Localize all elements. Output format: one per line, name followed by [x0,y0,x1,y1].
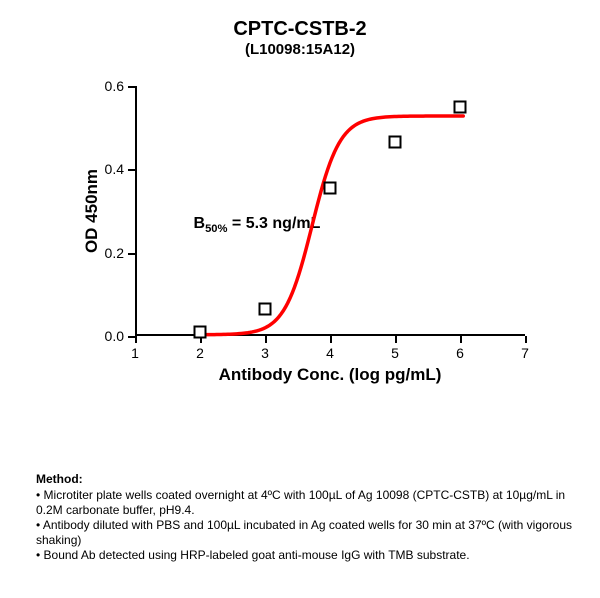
y-axis-label: OD 450nm [82,169,102,253]
x-tick [135,336,137,343]
data-point [194,325,207,338]
plot-area [135,86,525,336]
x-tick-label: 5 [391,345,399,361]
y-tick [128,86,135,88]
data-point [389,136,402,149]
x-tick [460,336,462,343]
chart-title: CPTC-CSTB-2 [0,18,600,41]
method-heading: Method: [36,472,576,486]
x-tick-label: 2 [196,345,204,361]
x-tick [395,336,397,343]
x-tick-label: 4 [326,345,334,361]
b50-annotation: B50% = 5.3 ng/mL [194,215,321,235]
data-point [324,182,337,195]
y-tick-label: 0.0 [105,328,124,344]
x-tick-label: 3 [261,345,269,361]
y-tick-label: 0.6 [105,78,124,94]
x-tick [525,336,527,343]
method-line: • Antibody diluted with PBS and 100µL in… [36,518,576,548]
data-point [454,100,467,113]
x-axis-label: Antibody Conc. (log pg/mL) [135,365,525,385]
annotation-prefix: B [194,215,206,232]
y-tick [128,336,135,338]
method-block: Method: • Microtiter plate wells coated … [36,472,576,563]
data-point [259,302,272,315]
method-line: • Microtiter plate wells coated overnigh… [36,488,576,518]
x-tick-label: 1 [131,345,139,361]
x-tick [265,336,267,343]
y-tick [128,253,135,255]
chart-area: OD 450nm Antibody Conc. (log pg/mL) B50%… [40,68,560,398]
y-tick-label: 0.2 [105,245,124,261]
annotation-suffix: = 5.3 ng/mL [227,215,320,232]
x-tick [330,336,332,343]
y-tick [128,169,135,171]
x-tick-label: 7 [521,345,529,361]
annotation-sub: 50% [205,223,227,235]
x-tick-label: 6 [456,345,464,361]
method-line: • Bound Ab detected using HRP-labeled go… [36,548,576,563]
chart-subtitle: (L10098:15A12) [0,41,600,58]
y-tick-label: 0.4 [105,161,124,177]
